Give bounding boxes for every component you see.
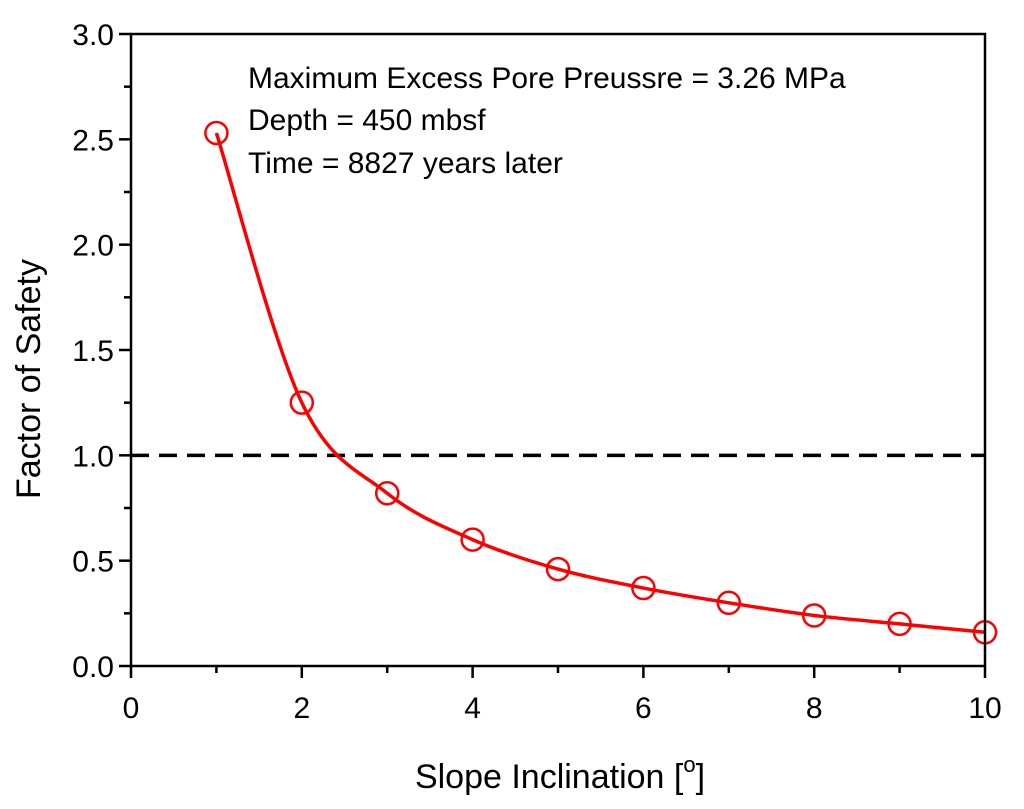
x-axis-title-degree: o [683, 752, 695, 777]
series-markers [204, 120, 998, 645]
x-tick-label: 4 [464, 692, 481, 725]
data-point-x3 [374, 481, 400, 506]
y-tick-label: 3.0 [72, 19, 114, 52]
x-axis-title: Slope Inclination [o] [415, 752, 705, 796]
x-tick-label: 8 [806, 692, 823, 725]
x-axis-title-suffix: ] [696, 758, 705, 796]
data-point-x4 [460, 527, 485, 552]
y-tick-label: 1.5 [72, 335, 114, 368]
data-point-x9 [887, 611, 912, 637]
series-line [214, 132, 986, 635]
data-point-x7 [716, 590, 742, 616]
x-axis-title-main: Slope Inclination [ [415, 758, 684, 796]
data-point-x5 [545, 556, 571, 582]
x-tick-label: 6 [635, 692, 652, 725]
tick-labels: 0 2 4 6 8 10 0.0 0.5 1.0 1.5 2.0 2.5 3.0 [72, 19, 1001, 725]
plot-frame [129, 32, 987, 668]
y-tick-label: 0.5 [72, 546, 114, 579]
annotation-pore-pressure: Maximum Excess Pore Preussre = 3.26 MPa [248, 62, 846, 95]
x-tick-label: 10 [968, 692, 1001, 725]
y-tick-label: 2.0 [72, 230, 114, 263]
y-tick-label: 2.5 [72, 124, 114, 157]
annotation-time: Time = 8827 years later [248, 147, 563, 180]
data-point-x1 [204, 120, 229, 146]
y-tick-label: 1.0 [72, 440, 114, 473]
x-tick-label: 0 [123, 692, 140, 725]
data-point-x2 [289, 390, 315, 415]
data-point-x8 [801, 603, 827, 628]
x-tick-label: 2 [293, 692, 310, 725]
annotation-depth: Depth = 450 mbsf [248, 104, 486, 137]
y-axis-title: Factor of Safety [10, 259, 48, 499]
data-point-x6 [631, 575, 656, 601]
y-tick-label: 0.0 [72, 651, 114, 684]
